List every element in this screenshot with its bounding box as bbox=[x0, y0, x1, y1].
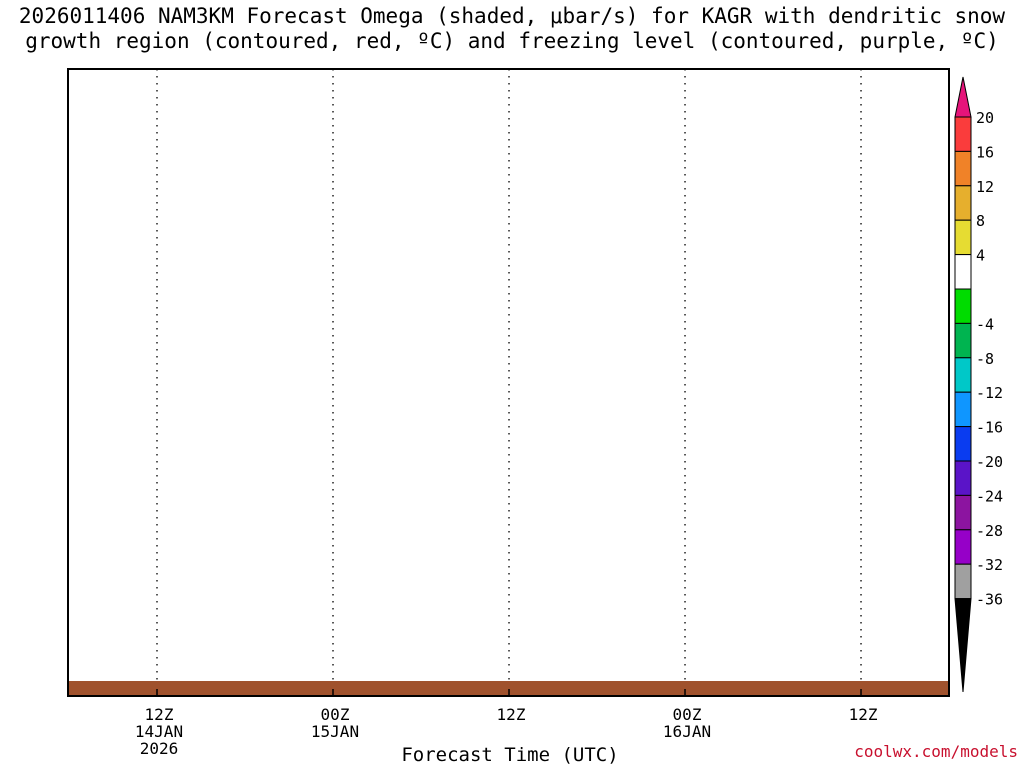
colorbar-swatch-0 bbox=[954, 116, 972, 152]
terrain-ground-band bbox=[68, 681, 949, 696]
x-tick-label-0-1: 14JAN bbox=[135, 722, 183, 741]
x-tick-label-2-0: 12Z bbox=[497, 705, 526, 724]
x-tick-label-4-0: 12Z bbox=[849, 705, 878, 724]
colorbar-swatch-2 bbox=[954, 185, 972, 221]
chart-title-line-2: growth region (contoured, red, ºC) and f… bbox=[25, 29, 999, 53]
colorbar-swatch-3 bbox=[954, 219, 972, 256]
colorbar-label-12: -28 bbox=[976, 522, 1003, 540]
colorbar-label-15: -36 bbox=[976, 591, 1003, 609]
x-tick-label-0-0: 12Z bbox=[145, 705, 174, 724]
omega-colorbar: 20 16 12 8 4 -4 -8 -12 -16 -20 -24 -28 -32 -36 bbox=[954, 76, 1003, 693]
colorbar-swatch-7 bbox=[954, 357, 972, 393]
x-tick-label-3-1: 16JAN bbox=[663, 722, 711, 741]
source-credit: coolwx.com/models bbox=[854, 742, 1018, 761]
chart-title-line-1: 2026011406 NAM3KM Forecast Omega (shaded… bbox=[18, 4, 1006, 28]
colorbar-swatch-11 bbox=[954, 494, 972, 531]
colorbar-swatch-9 bbox=[954, 426, 972, 462]
colorbar-swatch-8 bbox=[954, 391, 972, 428]
colorbar-label-2: 12 bbox=[976, 178, 994, 196]
x-tick-label-1-0: 00Z bbox=[321, 705, 350, 724]
colorbar-label-13: -32 bbox=[976, 556, 1003, 574]
x-tick-label-3-0: 00Z bbox=[673, 705, 702, 724]
colorbar-swatch-12 bbox=[954, 529, 972, 565]
colorbar-top-triangle bbox=[954, 76, 972, 118]
colorbar-label-6: -4 bbox=[976, 315, 994, 333]
colorbar-swatch-1 bbox=[954, 150, 972, 187]
colorbar-swatch-5 bbox=[954, 288, 972, 324]
colorbar-swatch-4 bbox=[954, 254, 972, 290]
colorbar-label-0: 20 bbox=[976, 109, 994, 127]
colorbar-label-4: 4 bbox=[976, 247, 985, 265]
colorbar-label-11: -24 bbox=[976, 487, 1003, 505]
colorbar-bottom-triangle bbox=[954, 598, 972, 693]
colorbar-label-8: -12 bbox=[976, 384, 1003, 402]
colorbar-swatch-10 bbox=[954, 460, 972, 496]
colorbar-label-10: -20 bbox=[976, 453, 1003, 471]
colorbar-label-7: -8 bbox=[976, 350, 994, 368]
colorbar-label-1: 16 bbox=[976, 143, 994, 161]
plot-area-background bbox=[68, 69, 949, 696]
x-tick-label-0-2: 2026 bbox=[140, 739, 179, 758]
colorbar-label-3: 8 bbox=[976, 212, 985, 230]
x-tick-label-1-1: 15JAN bbox=[311, 722, 359, 741]
x-axis-label: Forecast Time (UTC) bbox=[401, 744, 619, 766]
colorbar-swatch-13 bbox=[954, 563, 972, 600]
colorbar-label-9: -16 bbox=[976, 419, 1003, 437]
colorbar-swatch-6 bbox=[954, 322, 972, 359]
